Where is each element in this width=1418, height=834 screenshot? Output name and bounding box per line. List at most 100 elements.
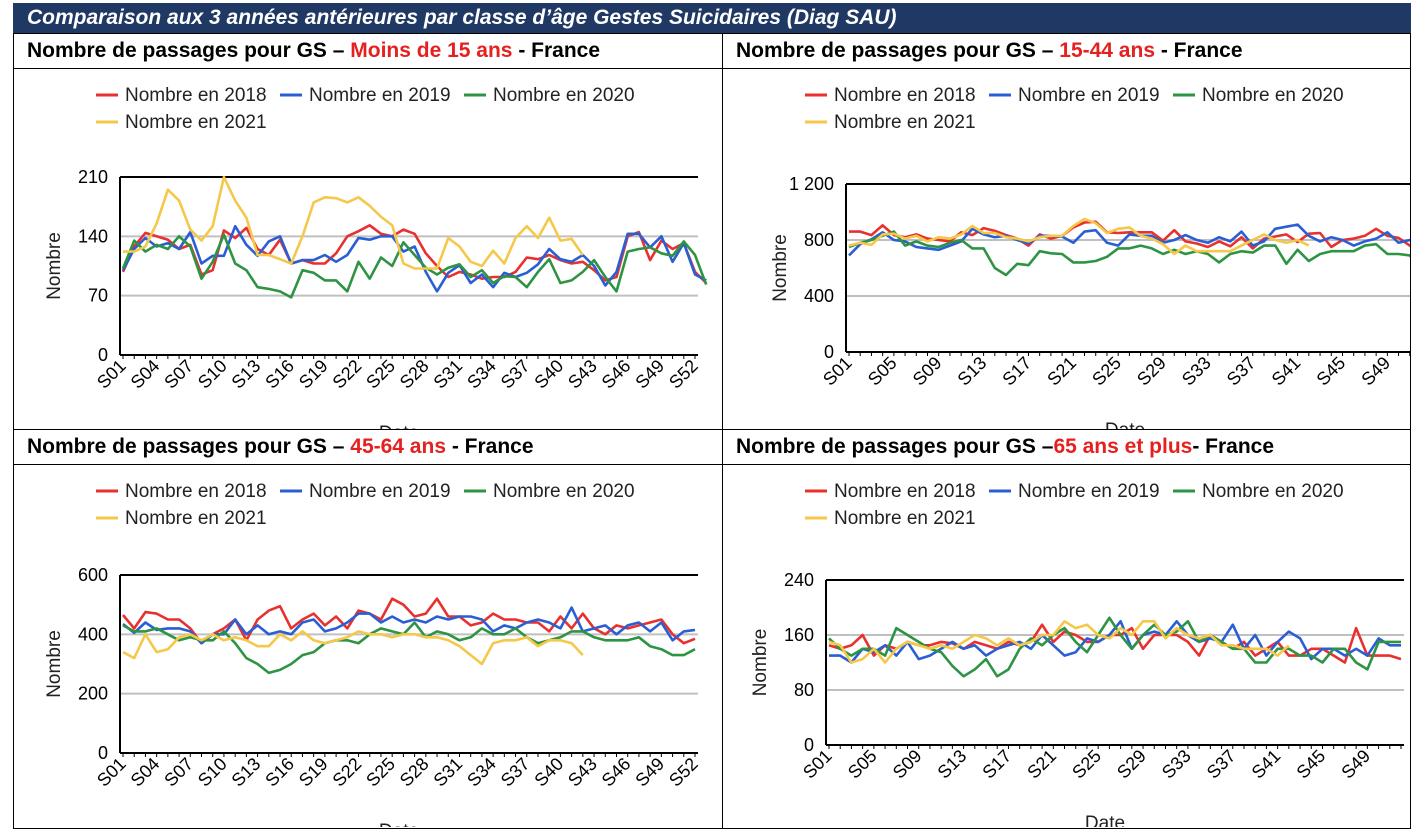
x-tick-label: S29 <box>1113 746 1150 783</box>
x-tick-label: S22 <box>329 356 366 393</box>
chart-panel-15-44: Nombre de passages pour GS – 15-44 ans -… <box>723 34 1410 429</box>
x-tick-label: S41 <box>1268 353 1305 390</box>
x-tick-label: S40 <box>530 754 567 791</box>
x-tick-label: S34 <box>463 356 500 393</box>
x-tick-label: S17 <box>978 746 1015 783</box>
x-tick-label: S13 <box>934 746 971 783</box>
x-axis-title: Date <box>379 821 419 827</box>
x-tick-label: S25 <box>1088 353 1125 390</box>
x-tick-label: S16 <box>261 754 298 791</box>
y-tick-label: 0 <box>824 342 834 362</box>
x-tick-label: S43 <box>564 754 601 791</box>
x-tick-label: S33 <box>1158 746 1195 783</box>
x-axis-title: Date <box>379 423 419 429</box>
x-tick-label: S04 <box>127 356 164 393</box>
series-line <box>848 217 1310 256</box>
legend-label: Nombre en 2019 <box>309 481 451 502</box>
chart-title: Nombre de passages pour GS – Moins de 15… <box>14 34 722 69</box>
x-tick-label: S21 <box>1023 746 1060 783</box>
x-tick-label: S13 <box>228 356 265 393</box>
x-tick-label: S07 <box>160 754 197 791</box>
chart-title-suffix: - France <box>446 435 534 458</box>
series-line <box>848 230 1410 277</box>
x-tick-label: S10 <box>194 754 231 791</box>
x-tick-label: S10 <box>194 356 231 393</box>
chart-panel-under-15: Nombre de passages pour GS – Moins de 15… <box>14 34 722 429</box>
y-tick-label: 210 <box>78 167 108 187</box>
x-tick-label: S49 <box>631 754 668 791</box>
grid-divider-vertical <box>722 34 723 828</box>
x-tick-label: S37 <box>497 754 534 791</box>
legend-label: Nombre en 2019 <box>1018 481 1160 502</box>
chart-panel-45-64: Nombre de passages pour GS – 45-64 ans -… <box>14 430 722 828</box>
x-tick-label: S31 <box>430 754 467 791</box>
x-tick-label: S25 <box>1068 746 1105 783</box>
x-tick-label: S09 <box>889 746 926 783</box>
report-banner: Comparaison aux 3 années antérieures par… <box>13 3 1411 33</box>
x-tick-label: S33 <box>1178 353 1215 390</box>
legend-label: Nombre en 2018 <box>125 481 267 502</box>
x-tick-label: S29 <box>1133 353 1170 390</box>
chart-title-prefix: Nombre de passages pour GS – <box>27 435 351 458</box>
series-line <box>828 620 1290 664</box>
x-tick-label: S22 <box>329 754 366 791</box>
x-tick-label: S40 <box>530 356 567 393</box>
legend-label: Nombre en 2020 <box>1202 85 1344 106</box>
legend-label: Nombre en 2018 <box>834 85 976 106</box>
y-axis-title: Nombre <box>44 232 65 300</box>
x-tick-label: S25 <box>362 754 399 791</box>
x-tick-label: S45 <box>1293 746 1330 783</box>
x-tick-label: S04 <box>127 754 164 791</box>
x-tick-label: S43 <box>564 356 601 393</box>
chart-title-age-group: Moins de 15 ans <box>350 39 513 62</box>
chart-title-age-group: 65 ans et plus <box>1053 435 1193 458</box>
y-tick-label: 160 <box>784 625 814 645</box>
x-tick-label: S07 <box>160 356 197 393</box>
x-tick-label: S21 <box>1043 353 1080 390</box>
x-tick-label: S45 <box>1313 353 1350 390</box>
legend-label: Nombre en 2021 <box>834 508 976 529</box>
x-tick-label: S52 <box>665 356 702 393</box>
y-tick-label: 140 <box>78 226 108 246</box>
chart-panel-65-plus: Nombre de passages pour GS –65 ans et pl… <box>723 430 1410 828</box>
chart-title-prefix: Nombre de passages pour GS – <box>736 435 1054 458</box>
y-tick-label: 400 <box>804 286 834 306</box>
x-tick-label: S46 <box>598 754 635 791</box>
legend-label: Nombre en 2018 <box>125 85 267 106</box>
x-tick-label: S13 <box>228 754 265 791</box>
y-tick-label: 70 <box>88 286 108 306</box>
x-axis-title: Date <box>1105 420 1145 429</box>
grid-divider-horizontal <box>14 429 1410 430</box>
y-tick-label: 0 <box>804 735 814 755</box>
x-tick-label: S49 <box>631 356 668 393</box>
line-chart-65-plus: Nombre en 2018 Nombre en 2019 Nombre en 20… <box>750 481 1404 827</box>
x-tick-label: S28 <box>396 754 433 791</box>
x-tick-label: S46 <box>598 356 635 393</box>
x-tick-label: S19 <box>295 356 332 393</box>
y-tick-label: 0 <box>98 345 108 365</box>
legend-label: Nombre en 2020 <box>1202 481 1344 502</box>
chart-title: Nombre de passages pour GS – 45-64 ans -… <box>14 430 722 465</box>
series-line <box>848 223 1410 257</box>
chart-title-suffix: - France <box>1155 39 1243 62</box>
x-tick-label: S19 <box>295 754 332 791</box>
y-tick-label: 200 <box>78 684 108 704</box>
y-tick-label: 800 <box>804 230 834 250</box>
x-tick-label: S28 <box>396 356 433 393</box>
legend-label: Nombre en 2021 <box>125 508 267 529</box>
chart-title-suffix: - France <box>1192 435 1275 458</box>
legend-label: Nombre en 2020 <box>493 85 635 106</box>
legend-label: Nombre en 2021 <box>125 112 267 133</box>
chart-title: Nombre de passages pour GS – 15-44 ans -… <box>723 34 1410 69</box>
y-tick-label: 400 <box>78 624 108 644</box>
y-tick-label: 240 <box>784 570 814 590</box>
x-tick-label: S34 <box>463 754 500 791</box>
x-tick-label: S49 <box>1357 353 1394 390</box>
x-tick-label: S05 <box>864 353 901 390</box>
x-tick-label: S16 <box>261 356 298 393</box>
x-tick-label: S52 <box>665 754 702 791</box>
series-line <box>122 630 584 666</box>
series-line <box>828 616 1401 678</box>
series-line <box>121 233 708 299</box>
y-tick-label: 0 <box>98 743 108 763</box>
